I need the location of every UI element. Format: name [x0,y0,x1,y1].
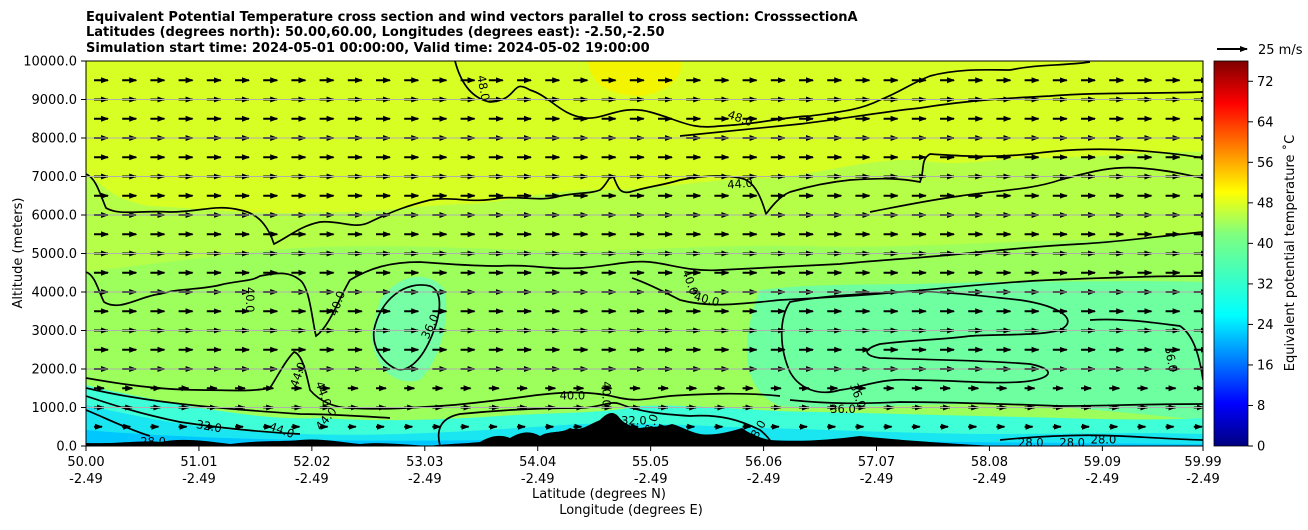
x-tick-label-lon: -2.49 [634,472,668,487]
field-32-band [86,385,1203,446]
colorbar-tick-label: 24 [1257,318,1274,333]
contour-label: 48.0 [474,74,492,102]
contour-44-right [869,166,1203,213]
contour-label: 40.0 [693,289,721,309]
contour-label: 36.0 [1162,345,1180,373]
field-36-core-left [371,276,447,382]
contour-label: 44.0 [727,176,754,192]
x-axis: 50.00 -2.49 51.01 -2.49 52.02 -2.49 53.03 -2.49… [67,446,1222,487]
colorbar-tick-label: 8 [1257,399,1265,414]
field-yellow-patch [588,61,681,96]
contour-label: 28.0 [140,435,166,449]
contour-labels: 48.048.044.040.0 40.036.040.040.044.044.0… [140,74,1180,449]
contour-36-left [372,284,441,371]
x-tick-label-lat: 51.01 [180,455,217,470]
contour-label: 40.0 [599,381,613,407]
contour-40-middle [631,275,1203,306]
contour-label: 32.0 [621,413,647,427]
colorbar-tick-label: 40 [1257,237,1274,252]
x-tick-label-lat: 57.07 [858,455,895,470]
chart-title-line-2: Latitudes (degrees north): 50.00,60.00, … [86,25,665,40]
contour-28-low [86,409,151,437]
x-tick-label-lat: 50.00 [67,455,104,470]
chart-title-line-3: Simulation start time: 2024-05-01 00:00:… [86,41,650,56]
colorbar-tick-label: 16 [1257,358,1274,373]
colorbar-label: Equivalent potential temperature ˚C [1282,135,1298,371]
horizontal-gridlines [86,99,1203,408]
colorbar-tick-label: 32 [1257,277,1274,292]
terrain [86,413,1000,446]
colorbar-tick-label: 0 [1257,440,1265,455]
x-tick-label-lon: -2.49 [521,472,555,487]
contour-label: 40.0 [560,388,586,402]
y-tick-label: 4000.0 [32,286,78,301]
colorbar: 0 8 16 24 32 40 48 56 64 72 Equivalent potential … [1213,60,1298,455]
colorbar-tick-label: 56 [1257,156,1274,171]
quiver-key-label: 25 m/s [1258,43,1303,58]
x-axis-label-latitude: Latitude (degrees N) [532,487,666,502]
y-tick-label: 2000.0 [32,363,78,378]
contour-label: 32.0 [195,417,223,435]
y-tick-label: 8000.0 [32,132,78,147]
contour-32-low [86,395,301,435]
colorbar-tick-label: 72 [1257,75,1274,90]
contour-40-low-mid [437,402,775,446]
x-tick-label-lon: -2.49 [408,472,442,487]
field-28-band [86,405,1203,446]
x-tick-label-lon: -2.49 [295,472,329,487]
x-tick-label-lon: -2.49 [973,472,1007,487]
x-tick-label-lon: -2.49 [747,472,781,487]
x-tick-label-lon: -2.49 [1186,472,1220,487]
colorbar-tick-label: 64 [1257,115,1274,130]
x-tick-label-lat: 53.03 [406,455,443,470]
contour-label: 36.0 [830,402,856,416]
x-tick-label-lat: 54.04 [519,455,556,470]
y-tick-label: 3000.0 [32,324,78,339]
colorbar-tick-label: 48 [1257,196,1274,211]
contour-44-main [86,148,1203,246]
colorbar-gradient [1213,60,1249,447]
x-tick-label-lat: 55.05 [632,455,669,470]
x-tick-label-lat: 59.09 [1084,455,1121,470]
y-tick-label: 9000.0 [32,93,78,108]
x-axis-label-longitude: Longitude (degrees E) [559,503,703,518]
colorbar-ticks: 0 8 16 24 32 40 48 56 64 72 [1248,75,1274,455]
quiver-key: 25 m/s [1217,43,1303,58]
contour-label: 28.0 [1059,435,1085,449]
x-tick-label-lon: -2.49 [69,472,103,487]
y-tick-label: 5000.0 [32,247,78,262]
y-tick-label: 7000.0 [32,170,78,185]
contour-48-upper [454,61,1091,128]
x-tick-label-lat: 56.06 [745,455,782,470]
contour-48-right [679,91,1203,137]
y-tick-label: 6000.0 [32,209,78,224]
x-tick-label-lat: 59.99 [1184,455,1221,470]
y-tick-label: 10000.0 [23,55,77,70]
x-tick-label-lon: -2.49 [182,472,216,487]
x-tick-label-lat: 58.08 [971,455,1008,470]
x-tick-label-lon: -2.49 [1086,472,1120,487]
x-tick-label-lat: 52.02 [293,455,330,470]
contour-label: 28.0 [1091,433,1117,447]
contour-36-far-right [1089,318,1203,381]
chart-title-line-1: Equivalent Potential Temperature cross s… [86,10,858,25]
contour-40-low-left [86,387,391,419]
contour-28-low-right [999,434,1203,441]
contour-36-low-right [789,399,1203,407]
y-axis: 0.0 1000.0 2000.0 3000.0 4000.0 5000.0 6000.0 7… [23,55,86,455]
plot-area [86,61,1203,446]
x-tick-label-lon: -2.49 [860,472,894,487]
y-tick-label: 1000.0 [32,401,78,416]
contour-40-upper [86,231,1203,338]
contour-36-right-loop [780,290,1069,394]
y-tick-label: 0.0 [56,440,77,455]
contour-label: 40.0 [243,287,257,313]
y-axis-label: Altitude (meters) [11,198,26,309]
contour-label: 28.0 [1018,435,1044,449]
